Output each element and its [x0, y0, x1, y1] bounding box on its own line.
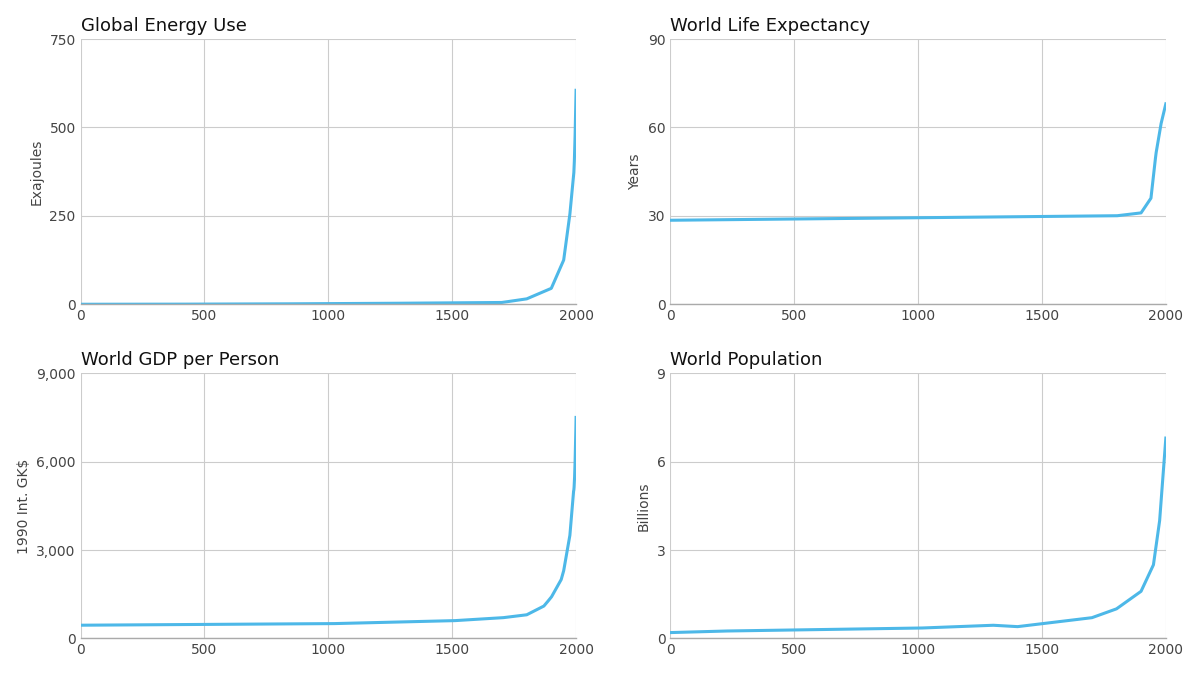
Y-axis label: Billions: Billions	[637, 481, 652, 530]
Y-axis label: Exajoules: Exajoules	[30, 138, 44, 205]
Y-axis label: Years: Years	[629, 154, 642, 190]
Text: Global Energy Use: Global Energy Use	[80, 17, 246, 34]
Text: World Life Expectancy: World Life Expectancy	[671, 17, 870, 34]
Text: World GDP per Person: World GDP per Person	[80, 351, 278, 369]
Y-axis label: 1990 Int. GK$: 1990 Int. GK$	[17, 458, 31, 553]
Text: World Population: World Population	[671, 351, 823, 369]
